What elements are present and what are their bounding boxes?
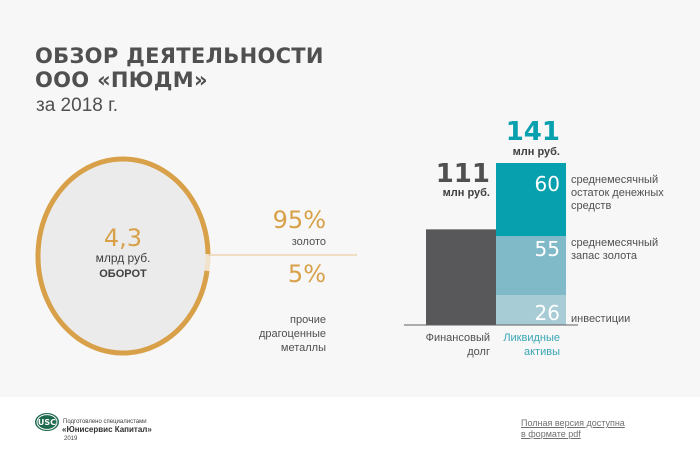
assets-unit: млн руб. — [512, 146, 560, 158]
turnover-donut-chart — [35, 156, 357, 356]
footer-year: 2019 — [64, 436, 78, 442]
bar-segment-cash — [496, 163, 566, 236]
bar-segment-investments — [496, 295, 566, 325]
debt-total: 111 — [435, 159, 490, 189]
category-label-line: долг — [467, 346, 490, 358]
other-metals-label: прочие драгоценные металлы — [258, 314, 326, 354]
prepared-by-text: Подготовлено специалистами — [63, 419, 147, 425]
turnover-unit: млрд руб. — [95, 251, 151, 265]
page-subtitle: за 2018 г. — [36, 95, 118, 116]
category-label-debt: Финансовый долг — [420, 331, 490, 359]
bar-segment-gold-stock — [496, 236, 566, 295]
gold-stock-label-line: запас золота — [571, 250, 638, 262]
pdf-link-line[interactable]: в формате pdf — [521, 429, 581, 439]
cash-label-line: остаток денежных — [571, 187, 664, 199]
turnover-value: 4,3 — [103, 224, 143, 252]
turnover-label: ОБОРОТ — [99, 268, 147, 280]
investments-label: инвестиции — [571, 313, 631, 325]
donut-inner-disc — [38, 159, 208, 353]
bar-financial-debt — [426, 229, 496, 325]
slice-gold — [35, 156, 211, 356]
gold-percent: 95% — [272, 206, 326, 234]
usc-logo-icon: USC — [35, 413, 59, 431]
company-name: «Юнисервис Капитал» — [62, 425, 152, 434]
cash-label: среднемесячный остаток денежных средств — [571, 174, 664, 213]
debt-unit: млн руб. — [442, 187, 490, 199]
pdf-link-line[interactable]: Полная версия доступна — [521, 418, 625, 428]
liquidity-bar-chart — [404, 163, 578, 326]
gold-stock-value: 55 — [534, 237, 560, 261]
category-label-line: Ликвидные — [503, 332, 560, 344]
gold-stock-label-line: среднемесячный — [571, 237, 659, 249]
slice-other-metals — [204, 254, 211, 272]
investments-value: 26 — [534, 301, 560, 325]
cash-label-line: средств — [571, 200, 612, 212]
cash-value: 60 — [534, 172, 560, 196]
gold-label: золото — [291, 236, 326, 248]
title-line-1: ОБЗОР ДЕЯТЕЛЬНОСТИ — [35, 44, 324, 68]
cash-label-line: среднемесячный — [571, 174, 659, 186]
category-label-line: активы — [524, 346, 560, 358]
category-label-line: Финансовый — [425, 332, 490, 344]
assets-total: 141 — [505, 117, 560, 147]
pdf-version-link[interactable]: Полная версия доступна в формате pdf — [521, 418, 625, 440]
other-metals-percent: 5% — [287, 260, 326, 288]
title-line-2: ООО «ПЮДМ» — [35, 68, 208, 92]
logo-text: USC — [38, 418, 56, 427]
page-title: ОБЗОР ДЕЯТЕЛЬНОСТИ ООО «ПЮДМ» — [35, 44, 324, 92]
category-label-assets: Ликвидные активы — [490, 331, 560, 359]
gold-stock-label: среднемесячный запас золота — [571, 237, 658, 263]
